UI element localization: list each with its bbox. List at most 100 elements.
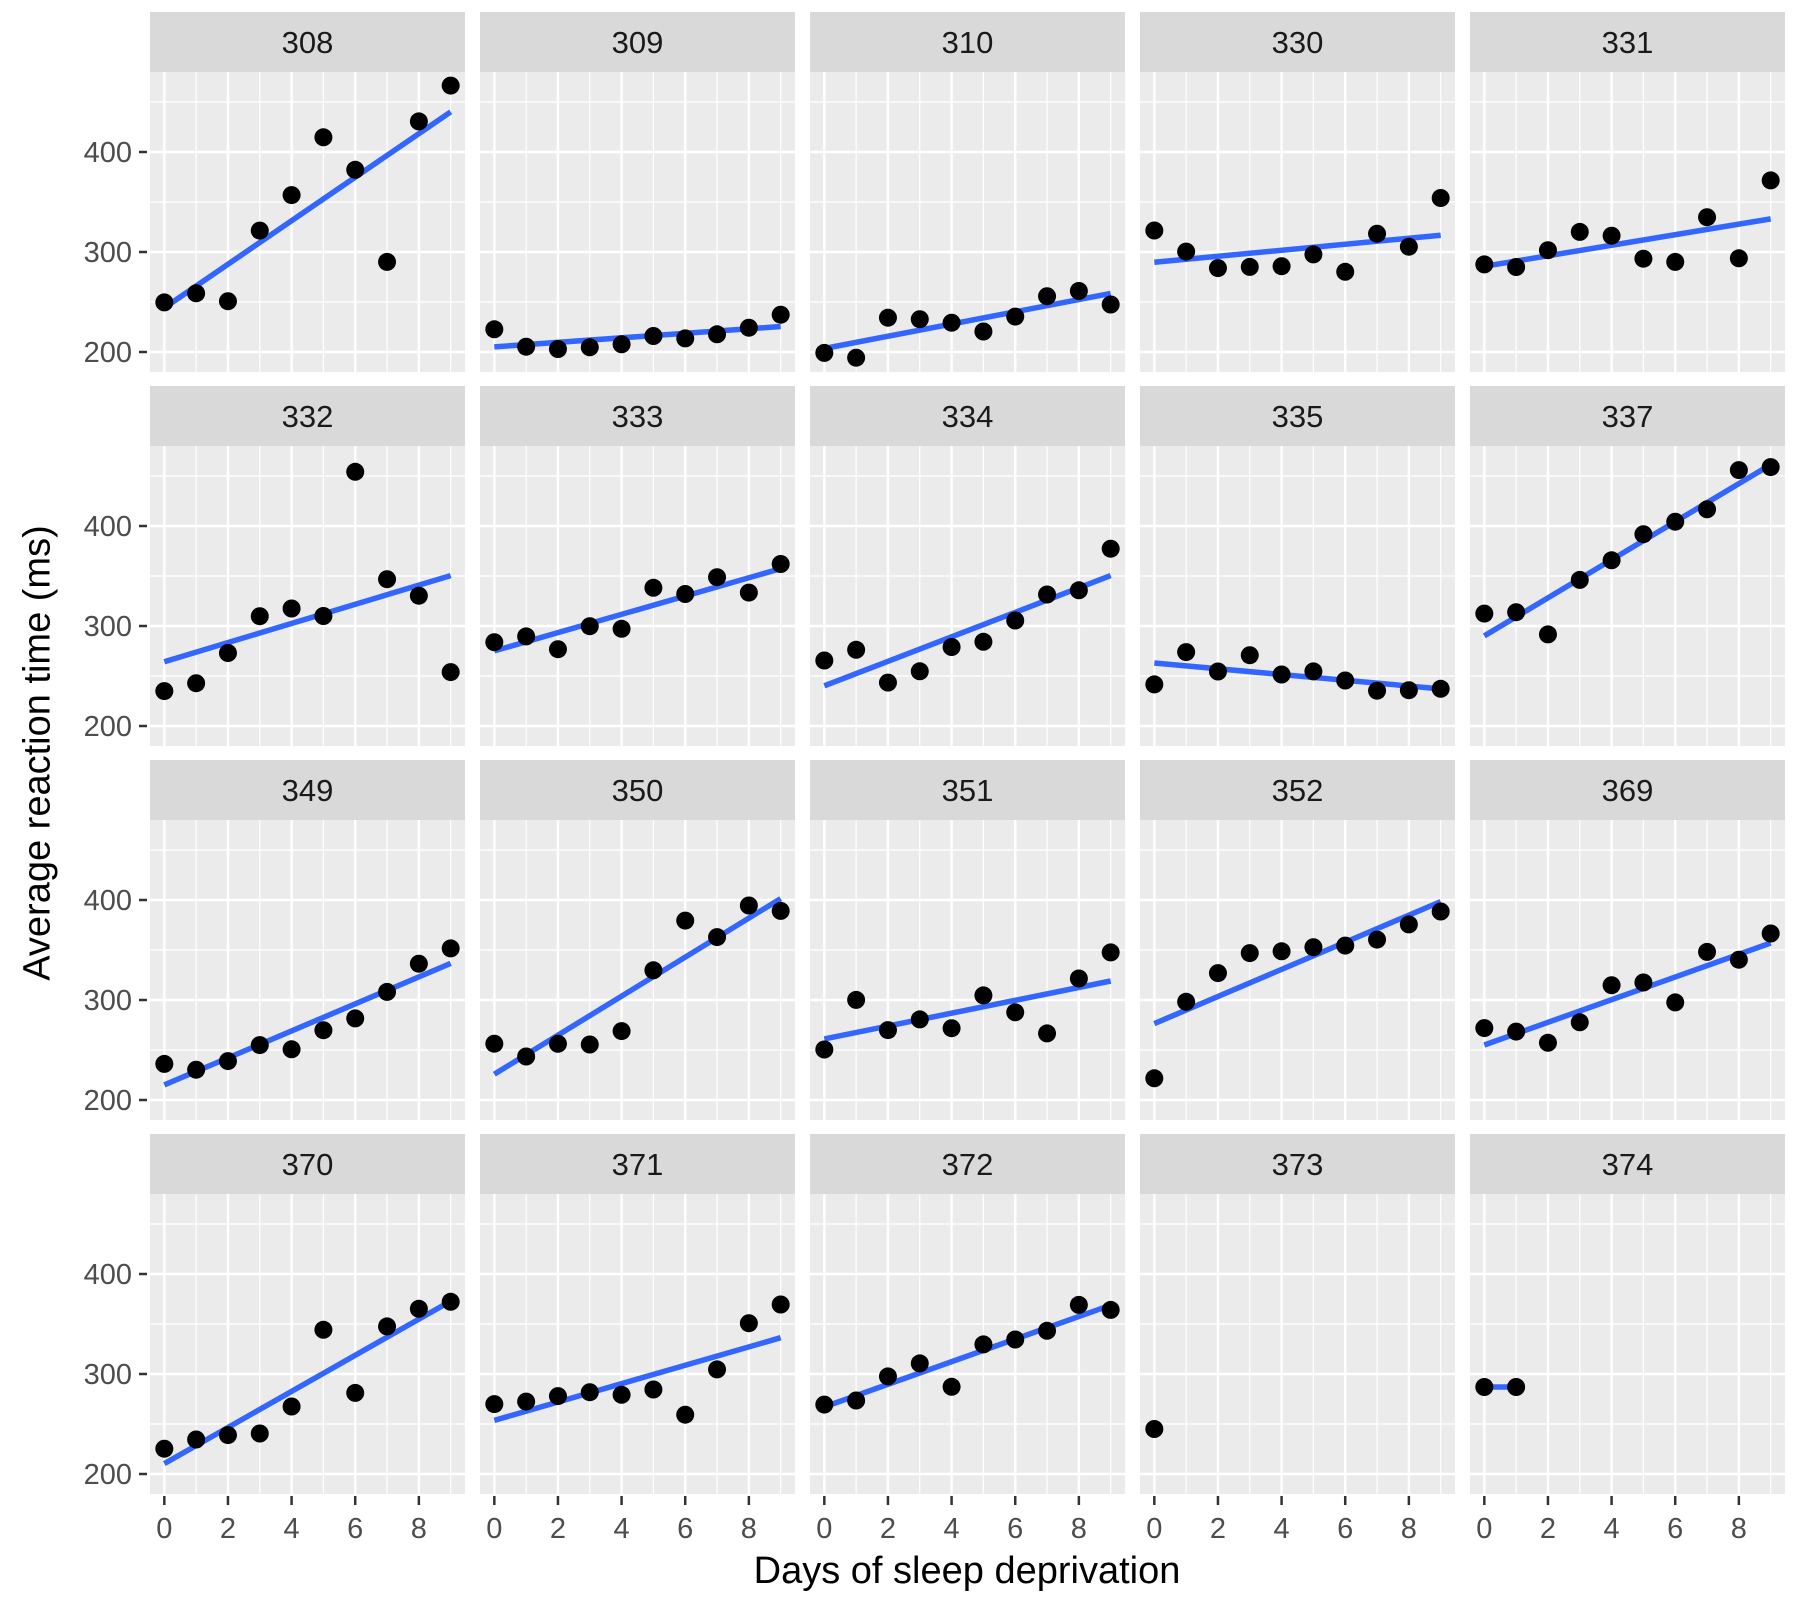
data-point [548,1034,567,1053]
trend-line [823,573,1112,689]
data-point [1475,604,1494,623]
data-point [1507,1022,1526,1041]
x-tick-label: 8 [1071,1513,1087,1545]
data-point [708,1360,727,1379]
facet-331: 331 [1470,12,1785,372]
data-point [155,1439,174,1458]
y-tick-label: 200 [84,1085,132,1117]
data-point [282,186,301,205]
data-point [485,320,504,339]
data-point [1602,226,1621,245]
data-point [1145,1069,1164,1088]
facet-strip-label: 330 [1272,25,1324,60]
facet-309: 309 [480,12,795,372]
x-tick-label: 2 [1210,1513,1226,1545]
trend-line [1483,216,1772,270]
data-point [612,619,631,638]
trend-line [1483,940,1772,1048]
data-point [548,1387,567,1406]
data-point [815,343,834,362]
facet-310: 310 [810,12,1125,372]
trend-line [162,109,453,311]
data-point [1038,1024,1057,1043]
y-tick-label: 300 [84,985,132,1017]
data-point [1177,992,1196,1011]
x-tick-label: 0 [1146,1513,1162,1545]
data-point [644,578,663,597]
data-point [942,313,961,332]
data-point [974,322,993,341]
data-point [1240,257,1259,276]
data-point [1475,1378,1494,1396]
x-tick-label: 6 [677,1513,693,1545]
data-point [708,568,727,587]
data-point [739,896,758,915]
data-point [1304,662,1323,681]
x-tick-label: 8 [741,1513,757,1545]
facet-strip [480,760,795,820]
data-point [409,1299,428,1318]
data-point [1304,245,1323,264]
data-point [1507,1378,1526,1396]
data-point [708,928,727,947]
data-point [378,252,397,271]
facet-strip [480,1134,795,1194]
data-point [1145,1420,1164,1438]
data-point [155,293,174,312]
y-tick-label: 400 [84,1259,132,1291]
data-point [974,632,993,651]
x-tick-label: 4 [1604,1513,1620,1545]
data-point [910,1010,929,1029]
trend-line [493,565,782,654]
facet-strip [150,12,465,72]
facet-strip-label: 331 [1602,25,1654,60]
data-point [1272,665,1291,684]
data-point [1729,461,1748,480]
x-tick-label: 6 [1337,1513,1353,1545]
facet-strip-label: 352 [1272,773,1324,808]
data-point [409,954,428,973]
facet-panel [1140,820,1455,1120]
trend-line [494,323,781,350]
facet-strip-label: 369 [1602,773,1654,808]
data-point [1145,221,1164,240]
data-point [250,221,269,240]
data-point [1698,942,1717,961]
data-point [1666,993,1685,1012]
data-point [644,327,663,345]
y-axis-title: Average reaction time (ms) [16,525,59,981]
data-point [282,1040,301,1059]
data-point [580,617,599,636]
facet-strip-label: 332 [282,399,334,434]
data-point [1666,512,1685,531]
facet-strip-label: 337 [1602,399,1654,434]
data-point [815,1040,834,1059]
facet-strip [480,12,795,72]
x-tick-label: 6 [1667,1513,1683,1545]
data-point [1399,681,1418,700]
facet-strip-label: 308 [282,25,334,60]
data-point [1431,189,1450,207]
trend-line [1154,232,1441,266]
facet-strip-label: 309 [612,25,664,60]
facet-strip-label: 351 [942,773,994,808]
x-tick-label: 0 [156,1513,172,1545]
data-point [1336,262,1355,281]
data-point [910,310,929,329]
data-point [378,1317,397,1336]
facet-strip [150,1134,465,1194]
data-point [644,961,663,980]
data-point [187,1060,206,1079]
x-tick-label: 8 [1401,1513,1417,1545]
data-point [1507,603,1526,622]
data-point [250,1036,269,1055]
facet-strip-label: 335 [1272,399,1324,434]
data-point [1006,1003,1025,1022]
facet-350: 350 [480,760,795,1120]
data-point [218,644,237,662]
x-tick-label: 2 [220,1513,236,1545]
data-point [314,1021,333,1040]
facet-strip [810,760,1125,820]
